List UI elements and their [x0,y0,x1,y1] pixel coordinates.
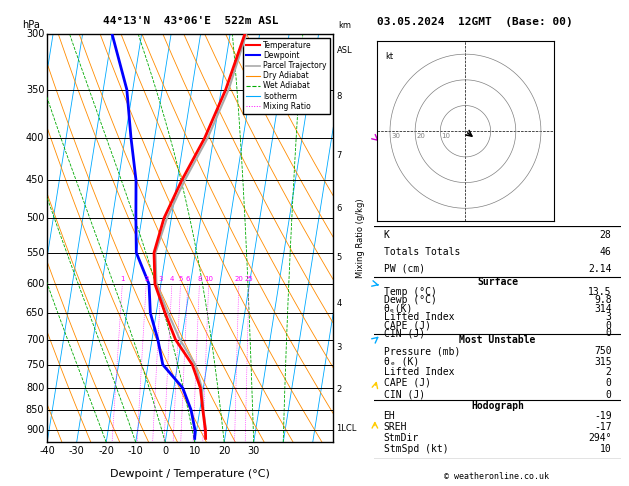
Text: 6: 6 [186,276,190,282]
Text: 2: 2 [337,385,342,394]
Text: -17: -17 [594,422,611,432]
Text: Totals Totals: Totals Totals [384,247,460,257]
Text: -20: -20 [98,446,114,456]
Text: 20: 20 [218,446,230,456]
Text: EH: EH [384,412,395,421]
Text: 10: 10 [204,276,213,282]
Text: 850: 850 [26,405,44,415]
Text: 800: 800 [26,383,44,393]
Text: 44°13'N  43°06'E  522m ASL: 44°13'N 43°06'E 522m ASL [103,16,278,26]
Text: 350: 350 [26,85,44,95]
Text: kt: kt [385,52,393,61]
Text: 0: 0 [606,321,611,331]
Text: 03.05.2024  12GMT  (Base: 00): 03.05.2024 12GMT (Base: 00) [377,17,573,27]
Text: Mixing Ratio (g/kg): Mixing Ratio (g/kg) [356,198,365,278]
Text: 450: 450 [26,175,44,185]
Text: 4: 4 [170,276,174,282]
Text: 0: 0 [606,390,611,399]
Text: 2.14: 2.14 [588,263,611,274]
Text: 750: 750 [26,360,44,370]
Text: 300: 300 [26,29,44,39]
Text: 46: 46 [600,247,611,257]
Text: 10: 10 [189,446,201,456]
Text: CIN (J): CIN (J) [384,390,425,399]
Text: 5: 5 [179,276,182,282]
Text: K: K [384,230,389,240]
Text: 20: 20 [416,133,425,139]
Text: 600: 600 [26,279,44,289]
Text: 3: 3 [159,276,164,282]
Text: 25: 25 [245,276,253,282]
Text: θₑ(K): θₑ(K) [384,304,413,314]
Text: 10: 10 [442,133,450,139]
Text: 314: 314 [594,304,611,314]
Text: Dewp (°C): Dewp (°C) [384,295,437,305]
Text: Hodograph: Hodograph [471,401,524,411]
Text: 0: 0 [162,446,168,456]
Text: Temp (°C): Temp (°C) [384,287,437,296]
Text: SREH: SREH [384,422,407,432]
Text: © weatheronline.co.uk: © weatheronline.co.uk [445,472,549,481]
Text: 28: 28 [600,230,611,240]
Text: 30: 30 [248,446,260,456]
Text: 0: 0 [606,378,611,388]
Text: PW (cm): PW (cm) [384,263,425,274]
Text: 30: 30 [391,133,400,139]
Text: 700: 700 [26,335,44,345]
Text: 2: 2 [144,276,148,282]
Text: θₑ (K): θₑ (K) [384,357,419,367]
Text: 20: 20 [235,276,243,282]
Text: 900: 900 [26,425,44,435]
Text: 4: 4 [337,299,342,308]
Text: CAPE (J): CAPE (J) [384,378,430,388]
Text: Lifted Index: Lifted Index [384,312,454,322]
Text: StmDir: StmDir [384,433,419,443]
Text: 9.8: 9.8 [594,295,611,305]
Text: Dewpoint / Temperature (°C): Dewpoint / Temperature (°C) [110,469,270,479]
Text: 3: 3 [606,312,611,322]
Text: km: km [338,21,352,30]
Text: 550: 550 [26,248,44,258]
Text: 10: 10 [600,444,611,453]
Text: 7: 7 [337,151,342,160]
Text: 500: 500 [26,213,44,224]
Legend: Temperature, Dewpoint, Parcel Trajectory, Dry Adiabat, Wet Adiabat, Isotherm, Mi: Temperature, Dewpoint, Parcel Trajectory… [243,38,330,114]
Text: 1LCL: 1LCL [337,424,357,433]
Text: 5: 5 [337,253,342,262]
Text: 8: 8 [197,276,202,282]
Text: 650: 650 [26,308,44,318]
Text: 13.5: 13.5 [588,287,611,296]
Text: 294°: 294° [588,433,611,443]
Text: Most Unstable: Most Unstable [459,335,536,345]
Text: 3: 3 [337,343,342,352]
Text: Lifted Index: Lifted Index [384,367,454,377]
Text: 6: 6 [337,204,342,213]
Text: CIN (J): CIN (J) [384,329,425,338]
Text: 750: 750 [594,347,611,356]
Text: 0: 0 [606,329,611,338]
Text: hPa: hPa [23,20,40,30]
Text: Surface: Surface [477,277,518,287]
Text: 1: 1 [120,276,125,282]
Text: CAPE (J): CAPE (J) [384,321,430,331]
Text: 8: 8 [337,92,342,101]
Text: -30: -30 [69,446,84,456]
Text: -40: -40 [39,446,55,456]
Text: StmSpd (kt): StmSpd (kt) [384,444,448,453]
Text: 315: 315 [594,357,611,367]
Text: Pressure (mb): Pressure (mb) [384,347,460,356]
Text: -19: -19 [594,412,611,421]
Text: 2: 2 [606,367,611,377]
Text: ASL: ASL [337,46,353,55]
Text: 400: 400 [26,133,44,143]
Text: -10: -10 [128,446,143,456]
